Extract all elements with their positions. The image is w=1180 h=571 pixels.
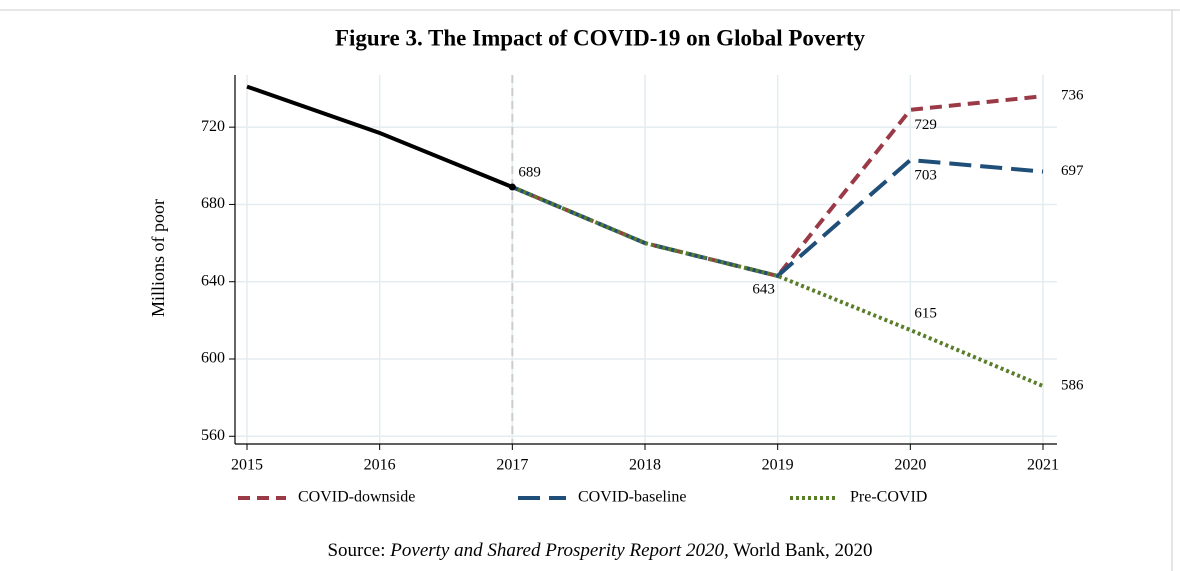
data-label: 736 bbox=[1061, 88, 1084, 104]
data-label: 643 bbox=[752, 281, 775, 297]
point bbox=[508, 183, 516, 191]
y-tick-label: 600 bbox=[201, 350, 225, 367]
data-label: 729 bbox=[914, 117, 937, 133]
y-tick-label: 560 bbox=[201, 427, 225, 444]
y-tick-label: 720 bbox=[201, 118, 225, 135]
data-label: 703 bbox=[914, 167, 937, 183]
series-line bbox=[246, 84, 514, 189]
source-suffix: World Bank, 2020 bbox=[733, 540, 872, 561]
x-tick-label: 2018 bbox=[629, 457, 661, 474]
y-tick-label: 640 bbox=[201, 272, 225, 289]
source-title: Poverty and Shared Prosperity Report 202… bbox=[389, 540, 728, 561]
data-label: 615 bbox=[914, 305, 937, 321]
x-tick-label: 2016 bbox=[364, 457, 396, 474]
data-label: 697 bbox=[1061, 163, 1084, 179]
y-axis-label: Millions of poor bbox=[148, 199, 168, 317]
data-label: 586 bbox=[1061, 377, 1084, 393]
x-tick-label: 2020 bbox=[894, 457, 926, 474]
series-line bbox=[511, 185, 1044, 388]
source: Source: Poverty and Shared Prosperity Re… bbox=[327, 540, 872, 561]
x-tick-label: 2019 bbox=[762, 457, 794, 474]
data-label: 689 bbox=[518, 164, 541, 180]
legend-label: Pre-COVID bbox=[850, 489, 927, 506]
source-prefix: Source: bbox=[327, 540, 385, 561]
legend-label: COVID-baseline bbox=[578, 489, 686, 506]
x-tick-label: 2021 bbox=[1027, 457, 1059, 474]
legend-label: COVID-downside bbox=[298, 489, 415, 506]
x-tick-label: 2017 bbox=[496, 457, 528, 474]
y-tick-label: 680 bbox=[201, 195, 225, 212]
chart-title: Figure 3. The Impact of COVID-19 on Glob… bbox=[335, 25, 866, 50]
x-tick-label: 2015 bbox=[231, 457, 263, 474]
